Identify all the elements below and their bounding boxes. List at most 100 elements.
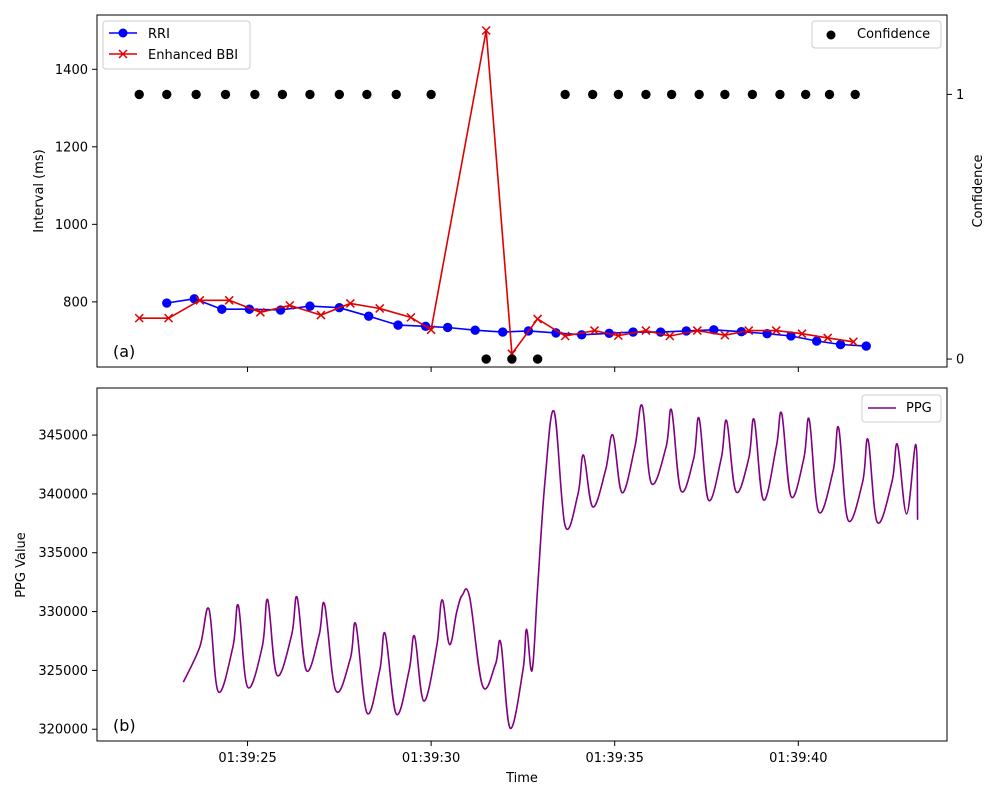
panel-a-background <box>97 15 947 367</box>
confidence-point <box>426 89 436 100</box>
confidence-point <box>162 89 172 100</box>
panel-a: 800 1000 1200 1400 0 1 (a) Interval (ms) Conf… <box>32 14 986 372</box>
enhanced-bbi-point <box>692 326 702 336</box>
panel-b-series <box>182 404 919 729</box>
enhanced-bbi-point <box>665 331 675 341</box>
enhanced-bbi-point <box>285 300 295 310</box>
rri-point <box>305 301 315 311</box>
panel-b-ytick-label: 320000 <box>38 723 88 738</box>
enhanced-bbi-point <box>641 326 651 336</box>
legend-ppg: PPG <box>861 394 942 423</box>
rri-point <box>681 326 692 336</box>
enhanced-bbi-point <box>613 331 623 341</box>
confidence-point <box>507 354 517 364</box>
rri-point <box>162 298 172 308</box>
rri-point <box>364 311 374 321</box>
legend-ppg-text: PPG <box>906 401 932 416</box>
rri-point <box>709 325 719 335</box>
confidence-point <box>481 354 491 364</box>
panel-b-xtick-label: 01:39:40 <box>769 751 827 766</box>
enhanced-bbi-point <box>255 307 265 317</box>
legend-left-box <box>102 20 251 70</box>
panel-b: 320000 325000 330000 335000 340000 345000 01:3… <box>14 387 948 786</box>
rri-point <box>811 336 822 346</box>
enhanced-bbi-point <box>823 333 833 343</box>
confidence-point <box>305 89 315 100</box>
enhanced-bbi-point <box>345 298 355 308</box>
panel-b-ylabel: PPG Value <box>14 532 29 598</box>
rri-point <box>217 304 227 314</box>
panel-a-frame <box>96 14 948 368</box>
series-enhanced-bbi-line <box>139 29 854 355</box>
rri-point <box>498 327 508 337</box>
confidence-point <box>775 89 785 100</box>
confidence-point <box>532 354 543 364</box>
enhanced-bbi-point <box>589 326 600 336</box>
confidence-point <box>277 89 288 100</box>
confidence-point <box>560 89 570 100</box>
confidence-point <box>391 89 401 100</box>
confidence-point <box>334 89 345 100</box>
enhanced-bbi-point <box>744 326 754 336</box>
panel-a-label: (a) <box>113 342 135 361</box>
confidence-point <box>220 89 231 100</box>
enhanced-bbi-point <box>771 326 781 336</box>
rri-point <box>470 325 480 335</box>
panel-b-ytick-label: 325000 <box>38 664 88 679</box>
legend-confidence-text: Confidence <box>857 27 930 42</box>
panel-a-ylabel: Interval (ms) <box>32 149 47 233</box>
enhanced-bbi-point <box>406 312 416 322</box>
confidence-point <box>134 89 144 100</box>
legend-right: Confidence <box>811 20 942 49</box>
legend-ppg-box <box>861 394 942 423</box>
panel-b-ytick-label: 335000 <box>38 546 88 561</box>
legend-left: RRI Enhanced BBI <box>102 20 251 70</box>
rri-point <box>861 341 871 351</box>
confidence-point <box>747 89 758 100</box>
legend-rri-text: RRI <box>148 27 170 42</box>
enhanced-bbi-point <box>481 25 491 36</box>
confidence-point <box>613 89 624 100</box>
confidence-point <box>641 89 651 100</box>
panel-a-ticks: 800 1000 1200 1400 0 1 <box>55 63 964 372</box>
panel-b-label: (b) <box>113 716 136 735</box>
enhanced-bbi-point <box>375 303 385 313</box>
rri-point <box>551 328 561 338</box>
enhanced-bbi-point <box>195 295 205 305</box>
series-enhanced-bbi <box>134 25 858 359</box>
rri-point <box>835 339 846 350</box>
legend-right-box <box>811 20 942 49</box>
panel-a-ytick-label: 1000 <box>55 218 88 233</box>
confidence-point <box>720 89 730 100</box>
legend-confidence-marker <box>826 30 836 40</box>
enhanced-bbi-point <box>797 329 807 339</box>
enhanced-bbi-point <box>560 331 570 341</box>
confidence-point <box>191 89 201 100</box>
enhanced-bbi-point <box>426 325 436 335</box>
panel-b-xtick-label: 01:39:25 <box>218 751 276 766</box>
panel-b-ytick-label: 340000 <box>38 487 88 502</box>
confidence-point <box>587 89 598 100</box>
rri-point <box>576 330 587 340</box>
rri-point <box>442 322 453 333</box>
confidence-point <box>250 89 260 100</box>
rri-point <box>393 320 403 330</box>
enhanced-bbi-point <box>316 310 326 320</box>
legend-bbi-marker <box>118 49 128 59</box>
legend-bbi-text: Enhanced BBI <box>148 48 238 63</box>
panel-a-series <box>134 25 871 364</box>
panel-a-ytick-right-label: 0 <box>956 353 964 368</box>
panel-a-ytick-label: 1200 <box>55 140 88 155</box>
panel-b-ytick-label: 330000 <box>38 605 88 620</box>
enhanced-bbi-point <box>134 313 144 323</box>
panel-a-ytick-right-label: 1 <box>956 88 964 103</box>
panel-a-ytick-label: 800 <box>63 295 88 310</box>
confidence-point <box>824 89 835 100</box>
enhanced-bbi-point <box>720 330 730 340</box>
panel-b-xlabel: Time <box>505 771 538 786</box>
confidence-point <box>850 89 860 100</box>
panel-b-xtick-label: 01:39:35 <box>586 751 644 766</box>
enhanced-bbi-point <box>224 295 234 305</box>
panel-b-ticks: 320000 325000 330000 335000 340000 345000 01:3… <box>38 429 827 766</box>
